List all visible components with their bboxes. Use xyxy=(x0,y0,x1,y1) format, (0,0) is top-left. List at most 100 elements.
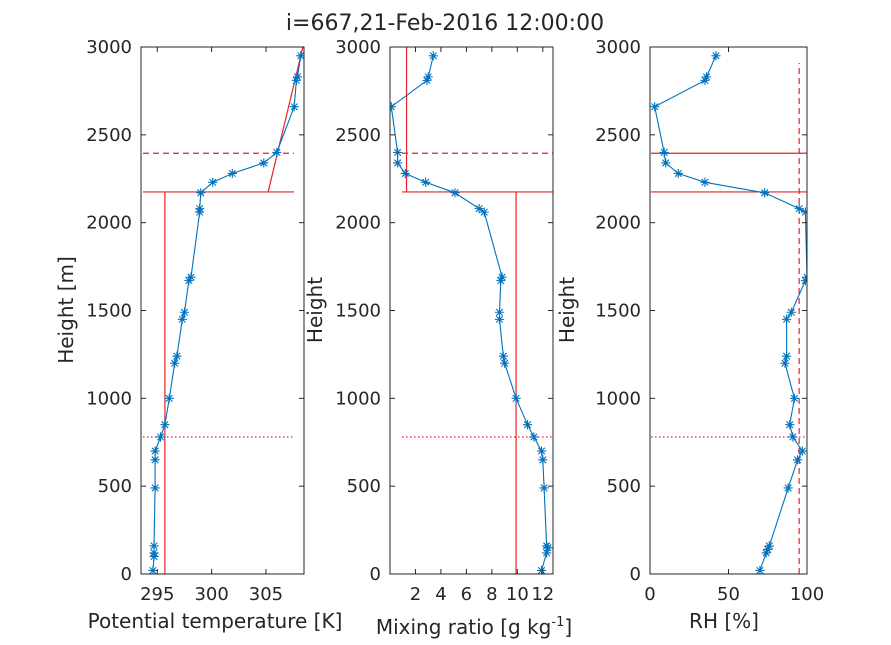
data-point xyxy=(781,351,792,361)
data-point xyxy=(150,455,160,465)
data-point xyxy=(700,75,710,85)
figure-title: i=667,21-Feb-2016 12:00:00 xyxy=(286,11,604,36)
y-tick-label: 500 xyxy=(98,476,132,497)
panel-1-plot-area xyxy=(143,47,304,574)
data-point xyxy=(177,314,187,324)
data-point xyxy=(785,420,795,430)
lapse-rate-line xyxy=(267,47,304,193)
data-point xyxy=(421,177,431,187)
y-tick-label: 2500 xyxy=(595,125,641,146)
data-point xyxy=(400,168,410,179)
y-tick-label: 1500 xyxy=(595,301,641,322)
data-point xyxy=(289,102,299,112)
data-point xyxy=(781,314,792,324)
data-point xyxy=(150,483,160,493)
y-tick-label: 3000 xyxy=(86,37,132,58)
data-point xyxy=(789,393,800,403)
data-point xyxy=(195,204,205,214)
data-point xyxy=(800,276,807,286)
panel-2-xlabel: Mixing ratio [g kg-1] xyxy=(376,615,572,639)
x-tick-label: 2 xyxy=(410,584,421,605)
data-point xyxy=(184,276,194,286)
data-point xyxy=(538,455,548,465)
y-tick-label: 3000 xyxy=(335,37,381,58)
data-point xyxy=(272,147,282,157)
panel-1-xlabel: Potential temperature [K] xyxy=(88,609,343,633)
y-tick-label: 500 xyxy=(347,476,381,497)
data-point xyxy=(292,72,303,82)
data-point xyxy=(522,420,533,430)
y-tick-label: 2000 xyxy=(335,213,381,234)
data-point xyxy=(788,432,798,442)
data-point xyxy=(390,102,396,112)
data-point xyxy=(764,541,774,551)
y-tick-label: 0 xyxy=(121,564,132,585)
data-point xyxy=(536,446,547,456)
data-point xyxy=(763,544,773,555)
data-point xyxy=(497,272,507,282)
data-point xyxy=(701,72,712,82)
data-point xyxy=(755,565,765,574)
data-point xyxy=(150,446,160,456)
data-point xyxy=(539,483,549,493)
data-point xyxy=(423,72,433,82)
data-point xyxy=(172,351,182,361)
data-point xyxy=(474,204,484,214)
data-point xyxy=(542,541,552,551)
x-tick-label: 4 xyxy=(435,584,446,605)
data-point xyxy=(494,307,505,317)
data-point xyxy=(196,188,206,198)
data-point xyxy=(170,358,180,368)
data-point xyxy=(227,168,237,179)
panel-2-ylabel: Height xyxy=(303,277,327,343)
x-tick-label: 0 xyxy=(644,584,655,605)
data-point xyxy=(511,393,521,403)
y-tick-label: 1500 xyxy=(335,301,381,322)
x-tick-label: 8 xyxy=(486,584,497,605)
panel-3-ylabel: Height xyxy=(555,277,579,343)
data-point xyxy=(422,75,432,85)
data-point xyxy=(393,147,403,157)
data-point xyxy=(792,455,803,465)
panel-2-xlabel-end: ] xyxy=(564,615,572,639)
data-point xyxy=(496,276,506,286)
data-point xyxy=(673,168,683,179)
panel-mixing-ratio: 2 4 6 8 10 12 0 500 1000 1500 2000 2500 3000 Mixing … xyxy=(303,37,572,639)
data-point xyxy=(149,541,159,551)
x-tick-label: 12 xyxy=(531,584,554,605)
data-point xyxy=(529,432,539,442)
x-tick-label: 300 xyxy=(194,584,228,605)
data-point xyxy=(761,548,771,558)
y-tick-label: 3000 xyxy=(595,37,641,58)
data-point xyxy=(794,204,804,214)
data-point xyxy=(659,147,669,157)
data-point xyxy=(428,51,438,61)
y-tick-label: 500 xyxy=(607,476,641,497)
data-point xyxy=(498,351,508,361)
x-tick-label: 100 xyxy=(790,584,824,605)
data-point xyxy=(160,420,170,430)
panel-3-xlabel: RH [%] xyxy=(689,609,759,633)
data-point xyxy=(164,393,174,403)
data-point xyxy=(479,207,489,217)
data-point xyxy=(760,188,770,198)
y-tick-label: 2500 xyxy=(335,125,381,146)
x-tick-label: 6 xyxy=(461,584,472,605)
data-point xyxy=(797,446,807,456)
panel-2-plot-area xyxy=(390,47,553,574)
panel-2-xlabel-main: Mixing ratio [g kg xyxy=(376,615,552,639)
y-tick-label: 1000 xyxy=(86,388,132,409)
y-tick-label: 1000 xyxy=(595,388,641,409)
data-point xyxy=(494,314,505,324)
x-tick-label: 50 xyxy=(717,584,740,605)
data-point xyxy=(296,51,304,61)
data-point xyxy=(259,158,269,168)
data-point xyxy=(700,177,710,187)
data-point xyxy=(155,432,166,442)
data-point xyxy=(542,548,552,558)
panel-1-ylabel: Height [m] xyxy=(54,256,78,364)
panel-potential-temperature: 295 300 305 0 500 1000 1500 2000 2500 3000 Potent… xyxy=(54,37,342,633)
data-point xyxy=(149,548,159,558)
